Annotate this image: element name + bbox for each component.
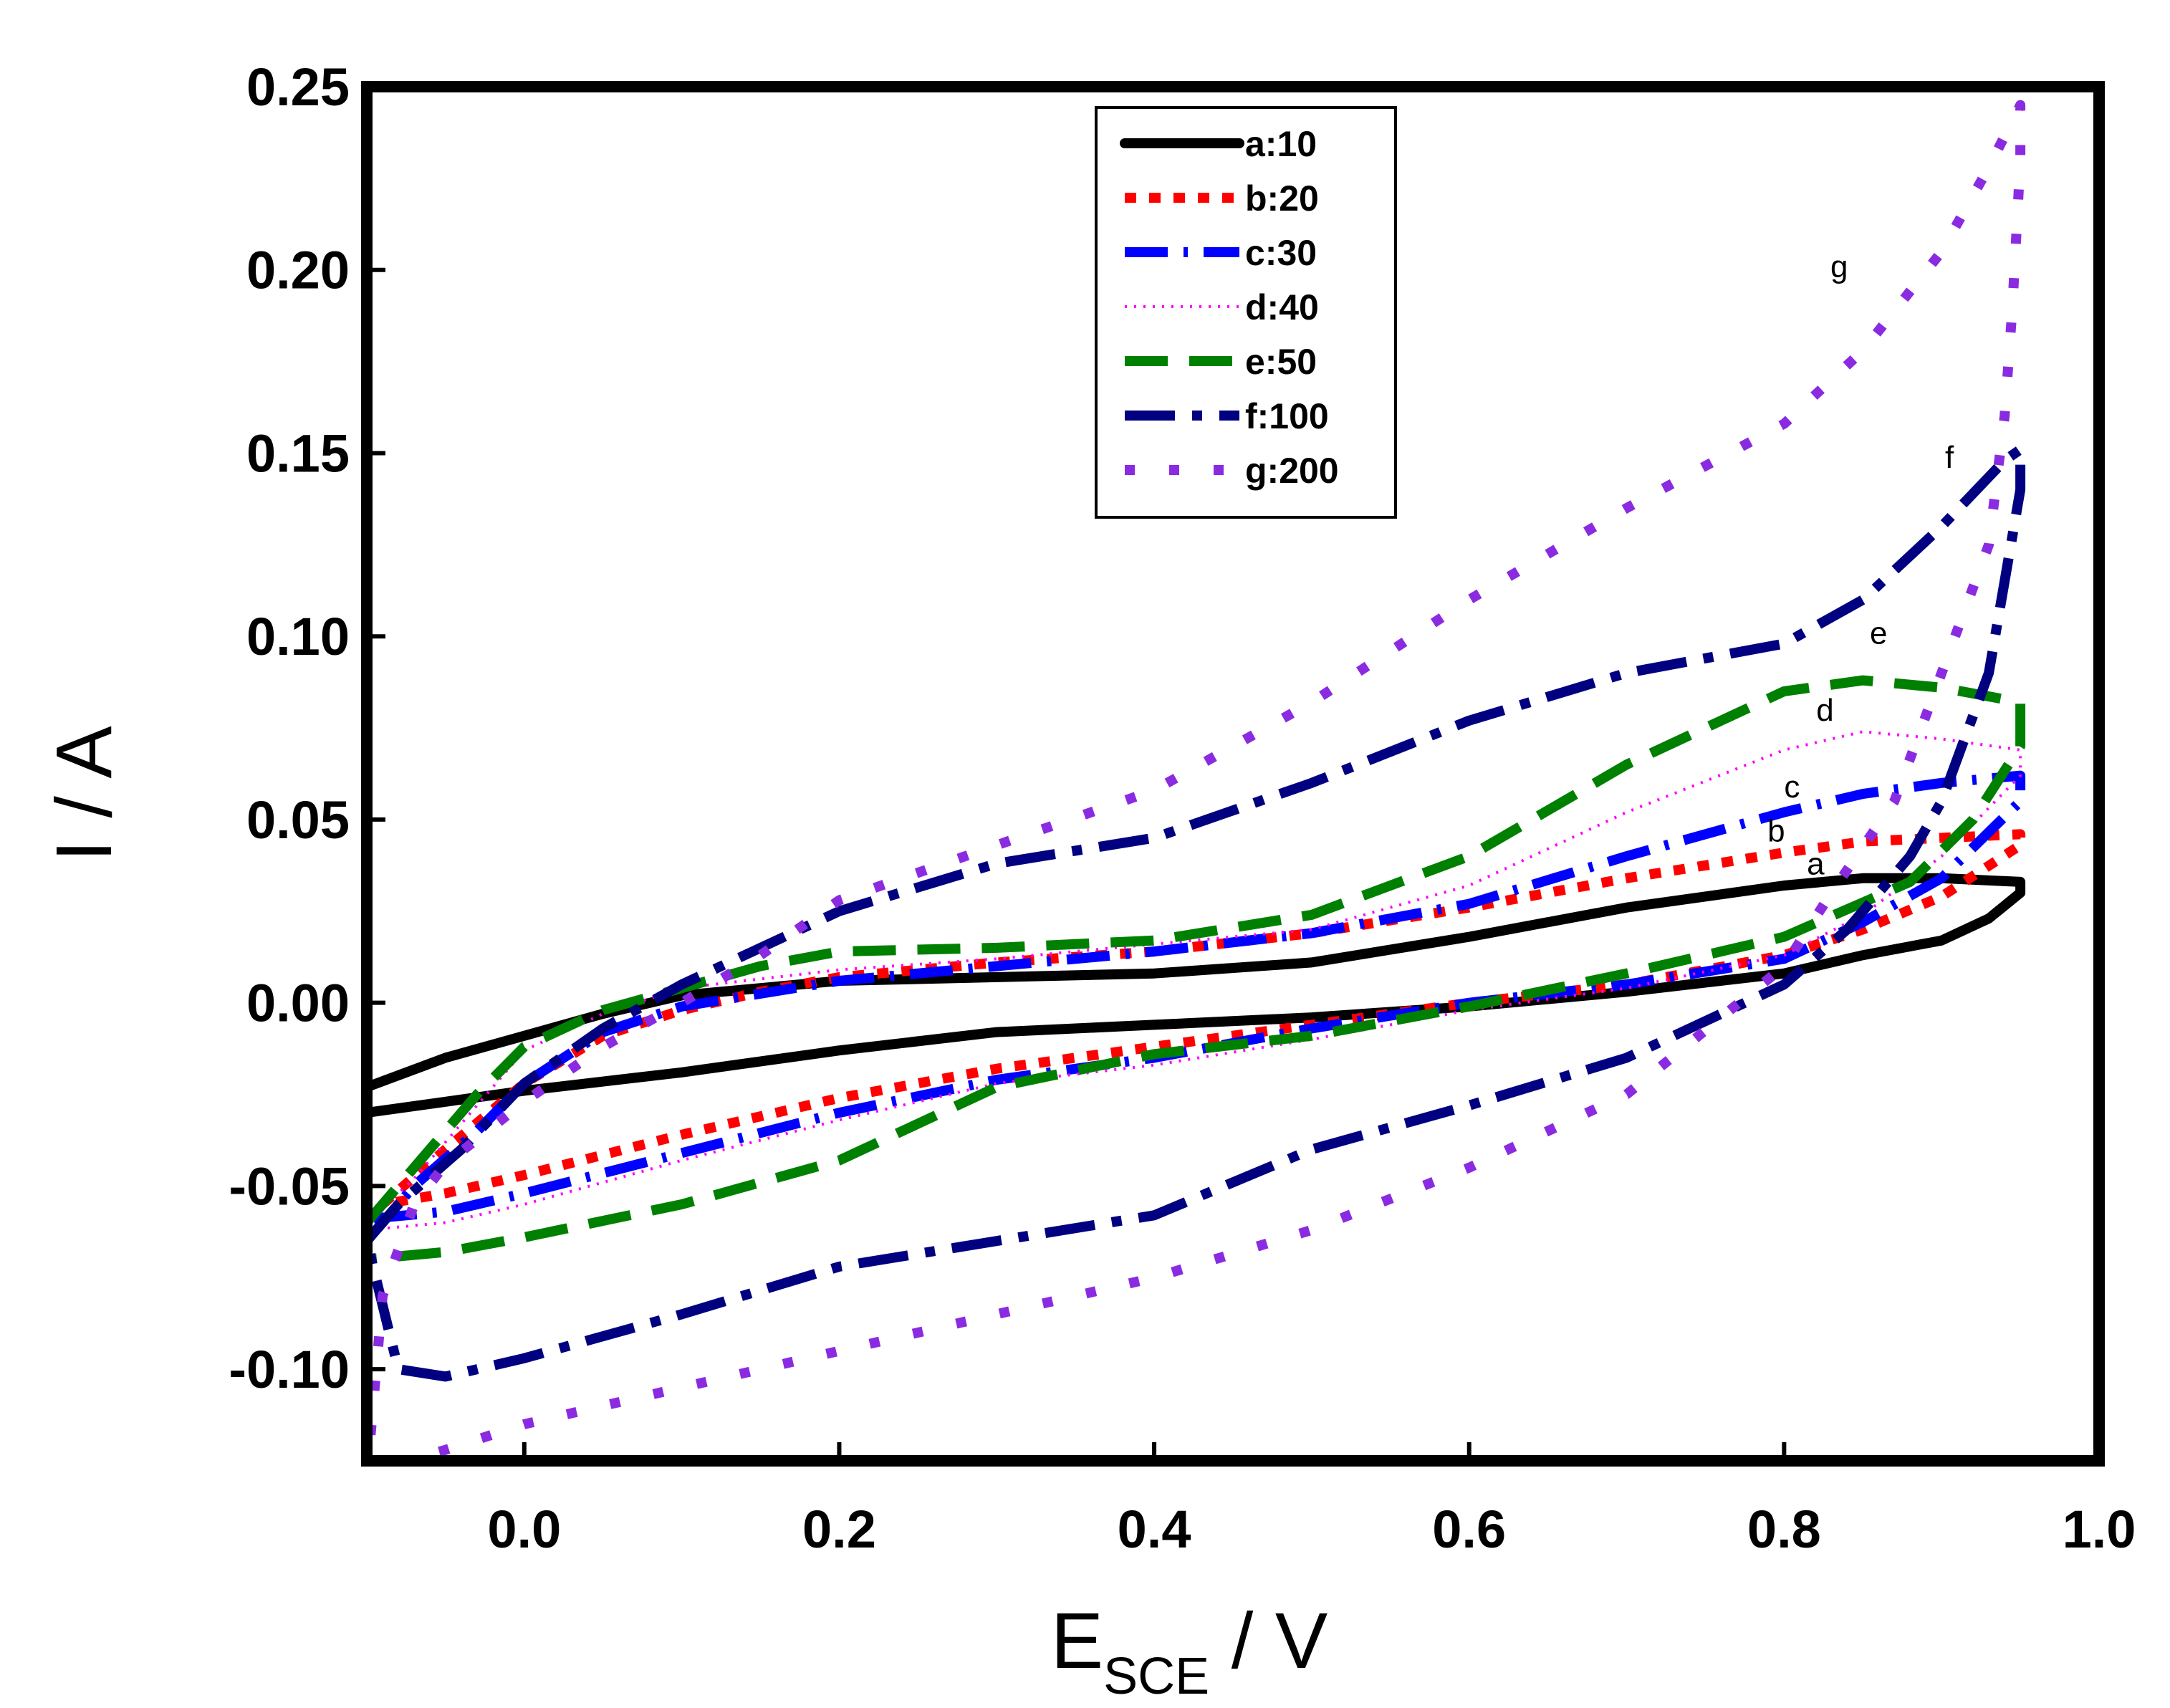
curve-label-e: e [1870,615,1887,651]
curve-label-f: f [1945,440,1954,475]
y-tick-label: 0.15 [246,423,350,483]
x-tick-label: 0.4 [1118,1500,1191,1559]
y-tick-label: 0.05 [246,790,350,850]
legend-label-d: d:40 [1245,287,1319,327]
plot-frame [361,81,2105,1467]
y-tick-label: -0.05 [229,1156,350,1216]
legend-box [1095,106,1397,519]
legend-items: a:10 b:20 c:30 d:40 e:50 f:100 g:200 [1120,124,1339,491]
y-tick-label: 0.00 [246,974,350,1033]
y-tick-label: 0.25 [246,57,350,117]
x-axis-title-main: E [1051,1597,1103,1685]
x-tick-label: 0.2 [802,1500,876,1559]
x-tick-label: 0.0 [487,1500,561,1559]
legend-label-g: g:200 [1245,451,1339,491]
curve-label-c: c [1784,769,1800,805]
x-tick-label: 0.6 [1432,1500,1506,1559]
x-tick-label: 1.0 [2063,1500,2136,1559]
curve-labels-layer: abc d e f g [1767,249,1954,882]
legend-label-f: f:100 [1245,396,1329,436]
series-layer [367,100,2026,1461]
curve-label-g: g [1830,249,1848,284]
y-tick-label: 0.10 [246,607,350,666]
curve-label-a: a [1807,847,1825,882]
series-line-f [367,444,2026,1382]
ticks-layer: 0.0 0.2 0.4 0.6 0.8 1.0 -0.10 -0.05 0.00 0.05 0.10… [229,57,2136,1559]
legend-label-c: c:30 [1245,233,1317,273]
y-tick-label: -0.10 [229,1340,350,1399]
legend-label-a: a:10 [1245,124,1317,164]
x-tick-label: 0.8 [1747,1500,1821,1559]
curve-label-d: d [1816,693,1833,728]
x-axis-title: ESCE / V [1051,1597,1328,1704]
x-axis-title-suffix: / V [1209,1597,1328,1685]
legend-label-b: b:20 [1245,178,1319,219]
y-tick-label: 0.20 [246,241,350,300]
legend: a:10 b:20 c:30 d:40 e:50 f:100 g:200 [1095,106,1397,519]
curve-label-b: b [1767,814,1785,849]
series-line-b [378,829,2026,1209]
x-axis-title-subscript: SCE [1103,1648,1209,1704]
y-axis-title: I / A [40,726,128,862]
legend-label-e: e:50 [1245,342,1317,382]
